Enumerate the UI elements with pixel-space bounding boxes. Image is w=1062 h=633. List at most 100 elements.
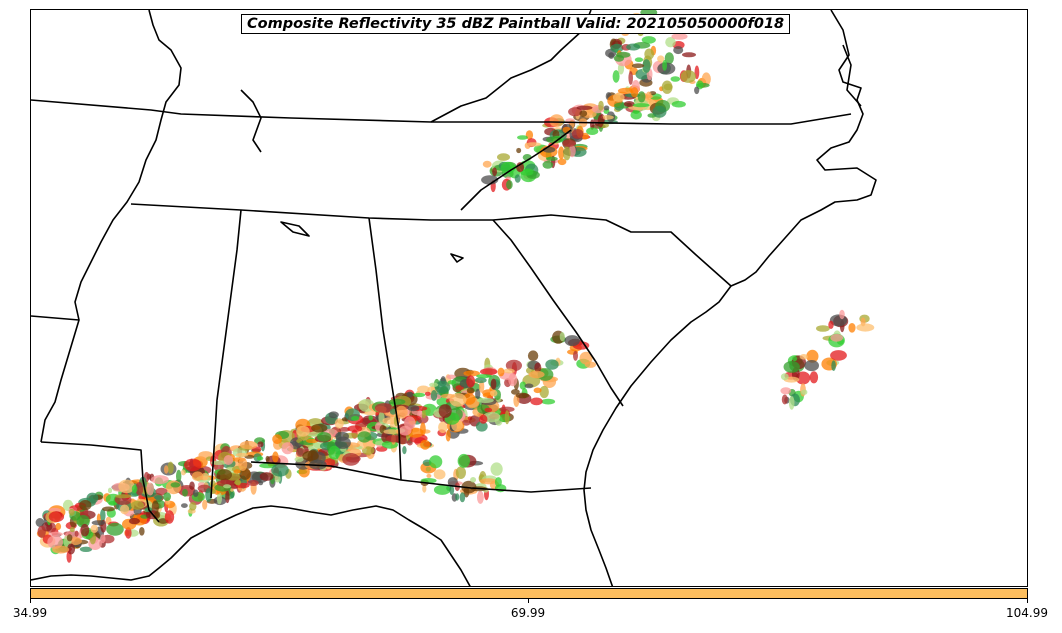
paintball-blob bbox=[181, 503, 188, 508]
paintball-blob bbox=[831, 360, 836, 372]
paintball-blob bbox=[804, 360, 819, 372]
paintball-blob bbox=[238, 457, 248, 471]
paintball-blob bbox=[167, 461, 174, 474]
paintball-blob bbox=[368, 415, 374, 421]
paintball-blob bbox=[48, 531, 63, 537]
paintball-blob bbox=[856, 323, 875, 332]
paintball-blob bbox=[579, 351, 593, 365]
paintball-blob bbox=[55, 522, 62, 531]
ohio-river bbox=[240, 89, 262, 153]
paintball-blob bbox=[317, 432, 332, 442]
paintball-blob bbox=[839, 309, 845, 320]
paintball-blob bbox=[438, 404, 452, 418]
paintball-blob bbox=[516, 147, 522, 154]
paintball-blob bbox=[399, 425, 412, 436]
paintball-blob bbox=[417, 385, 430, 394]
paintball-blob bbox=[612, 70, 620, 83]
paintball-blob bbox=[506, 180, 513, 190]
paintball-blob bbox=[338, 427, 350, 432]
paintball-blob bbox=[645, 91, 652, 101]
paintball-blob bbox=[37, 525, 46, 538]
paintball-blob bbox=[780, 373, 789, 381]
paintball-blob bbox=[571, 129, 584, 139]
paintball-blob bbox=[47, 535, 64, 549]
paintball-blob bbox=[80, 523, 90, 537]
paintball-blob bbox=[446, 374, 457, 380]
paintball-blob bbox=[68, 508, 75, 516]
paintball-blob bbox=[302, 450, 319, 461]
paintball-blob bbox=[586, 127, 599, 135]
paintball-blob bbox=[342, 453, 360, 466]
paintball-blob bbox=[455, 466, 466, 480]
colorbar-tick bbox=[30, 599, 31, 603]
paintball-blob bbox=[474, 377, 487, 384]
paintball-blob bbox=[328, 445, 341, 460]
paintball-blob bbox=[357, 431, 372, 443]
paintball-blob bbox=[515, 392, 530, 399]
paintball-blob bbox=[792, 356, 798, 362]
map-title: Composite Reflectivity 35 dBZ Paintball … bbox=[241, 14, 791, 34]
paintball-blob bbox=[181, 469, 186, 476]
paintball-blob bbox=[170, 482, 181, 488]
paintball-blob bbox=[664, 52, 674, 65]
lake-inlet bbox=[450, 253, 464, 263]
paintball-blob bbox=[505, 359, 522, 372]
paintball-blob bbox=[402, 446, 407, 455]
paintball-blob bbox=[661, 80, 673, 94]
paintball-blob bbox=[626, 43, 641, 51]
paintball-blob bbox=[530, 397, 543, 406]
colorbar-tick bbox=[528, 599, 529, 603]
paintball-blob bbox=[511, 389, 520, 395]
paintball-blob bbox=[631, 63, 645, 68]
paintball-blob bbox=[294, 456, 304, 463]
paintball-blob bbox=[637, 91, 646, 103]
mo-ar-border bbox=[31, 315, 80, 321]
paintball-blob bbox=[455, 493, 460, 501]
paintball-blob bbox=[527, 350, 539, 362]
paintball-blob bbox=[610, 43, 624, 53]
paintball-blob bbox=[311, 423, 328, 433]
paintball-blob bbox=[623, 101, 635, 107]
paintball-blob bbox=[816, 325, 830, 332]
paintball-blob bbox=[86, 492, 99, 504]
paintball-blob bbox=[351, 416, 360, 421]
tn-south-border bbox=[130, 203, 493, 221]
chesapeake-bay bbox=[842, 44, 862, 107]
paintball-blob bbox=[576, 105, 593, 111]
paintball-blob bbox=[830, 350, 847, 361]
paintball-blob bbox=[413, 392, 426, 398]
paintball-blob bbox=[90, 524, 99, 534]
fl-border bbox=[250, 461, 592, 493]
paintball-blob bbox=[91, 520, 106, 526]
paintball-blob bbox=[424, 391, 431, 396]
paintball-blob bbox=[490, 462, 503, 476]
paintball-blob bbox=[235, 452, 249, 457]
paintball-blob bbox=[429, 382, 439, 387]
paintball-blob bbox=[600, 115, 614, 120]
lake-inlet bbox=[280, 221, 310, 237]
paintball-blob bbox=[434, 380, 451, 394]
paintball-blob bbox=[809, 371, 819, 384]
paintball-blob bbox=[131, 484, 138, 494]
paintball-blob bbox=[479, 414, 488, 424]
paintball-blob bbox=[79, 546, 93, 552]
paintball-blob bbox=[386, 435, 401, 443]
paintball-blob bbox=[347, 425, 363, 433]
paintball-blob bbox=[135, 482, 144, 496]
paintball-blob bbox=[428, 455, 443, 469]
paintball-blob bbox=[694, 86, 700, 95]
ms-la-border bbox=[40, 441, 160, 523]
paintball-blob bbox=[334, 418, 344, 429]
colorbar-tick-label: 34.99 bbox=[12, 606, 48, 620]
paintball-blob bbox=[476, 374, 492, 379]
paintball-blob bbox=[395, 405, 408, 419]
paintball-blob bbox=[541, 398, 556, 405]
paintball-blob bbox=[480, 368, 498, 376]
paintball-blob bbox=[107, 487, 113, 494]
paintball-blob bbox=[788, 396, 795, 410]
paintball-blob bbox=[682, 52, 696, 58]
paintball-blob bbox=[559, 332, 565, 342]
paintball-blob bbox=[492, 167, 497, 177]
paintball-blob bbox=[389, 408, 397, 415]
paintball-blob bbox=[430, 390, 438, 401]
